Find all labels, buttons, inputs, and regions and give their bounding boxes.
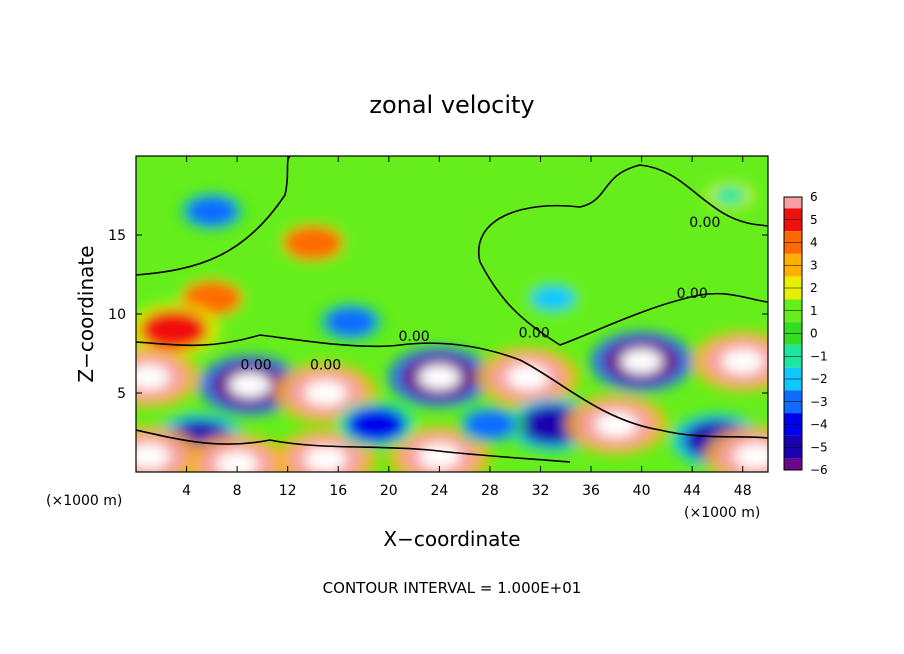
x-tick-label: 4 bbox=[182, 483, 191, 499]
velocity-feature bbox=[388, 346, 491, 408]
colorbar-segment bbox=[784, 265, 802, 277]
colorbar-segment bbox=[784, 219, 802, 232]
x-unit-label-right: (×1000 m) bbox=[684, 505, 760, 521]
velocity-feature bbox=[136, 425, 200, 472]
velocity-feature bbox=[476, 346, 580, 408]
velocity-field bbox=[136, 181, 768, 472]
colorbar-tick-label: −6 bbox=[810, 463, 828, 477]
x-axis-label: X−coordinate bbox=[383, 527, 520, 551]
zero-contours bbox=[136, 156, 768, 463]
colorbar-segment bbox=[784, 390, 802, 402]
colorbar-segment bbox=[784, 413, 802, 425]
x-tick-label: 24 bbox=[430, 483, 448, 499]
x-tick-label: 44 bbox=[683, 483, 701, 499]
y-axis-ticks: 5 10 15 bbox=[108, 228, 768, 402]
velocity-feature bbox=[565, 394, 668, 455]
x-tick-label: 40 bbox=[633, 483, 651, 499]
colorbar-segment bbox=[784, 208, 802, 220]
zero-contour-right-lobe bbox=[477, 164, 768, 263]
x-tick-label: 32 bbox=[532, 483, 550, 499]
colorbar-segment bbox=[784, 310, 802, 323]
contour-label: 0.00 bbox=[398, 329, 429, 345]
velocity-feature bbox=[335, 400, 417, 449]
colorbar-tick-label: 1 bbox=[810, 304, 818, 318]
colorbar-segment bbox=[784, 197, 802, 209]
x-unit-label-left: (×1000 m) bbox=[46, 493, 122, 509]
x-axis-ticks: 4 8 12 16 20 24 28 32 36 40 44 48 bbox=[182, 156, 752, 499]
x-tick-label: 36 bbox=[582, 483, 600, 499]
contour-label: 0.00 bbox=[310, 357, 341, 373]
velocity-feature bbox=[705, 181, 755, 210]
y-tick-label: 15 bbox=[108, 228, 126, 244]
colorbar-tick-label: 6 bbox=[810, 190, 818, 204]
zero-contour-band bbox=[136, 334, 768, 439]
colorbar-segment bbox=[784, 288, 802, 300]
colorbar-segment bbox=[784, 299, 802, 311]
contour-label: 0.00 bbox=[240, 357, 271, 373]
contour-label: 0.00 bbox=[677, 286, 708, 302]
chart-title: zonal velocity bbox=[369, 91, 534, 119]
x-tick-label: 16 bbox=[329, 483, 347, 499]
colorbar-segment bbox=[784, 231, 802, 243]
velocity-feature bbox=[198, 354, 302, 416]
colorbar-segment bbox=[784, 435, 802, 448]
contour-interval-note: CONTOUR INTERVAL = 1.000E+01 bbox=[323, 579, 582, 597]
velocity-feature bbox=[590, 331, 693, 392]
colorbar-segment bbox=[784, 253, 802, 266]
y-tick-label: 10 bbox=[108, 307, 126, 323]
contour-label: 0.00 bbox=[689, 215, 720, 231]
colorbar-tick-label: 2 bbox=[810, 281, 818, 295]
colorbar-tick-label: −4 bbox=[810, 418, 828, 432]
colorbar-segment bbox=[784, 367, 802, 379]
colorbar-tick-label: 0 bbox=[810, 327, 818, 341]
colorbar-segment bbox=[784, 447, 802, 459]
colorbar-segment bbox=[784, 356, 802, 368]
colorbar-tick-label: −1 bbox=[810, 349, 828, 363]
zero-contour-lower bbox=[136, 429, 571, 463]
velocity-feature bbox=[454, 404, 526, 446]
x-tick-label: 20 bbox=[380, 483, 398, 499]
plot-area: 0.000.000.000.000.000.00 4 8 12 16 20 24 28 32 3… bbox=[108, 155, 769, 499]
x-tick-label: 12 bbox=[279, 483, 297, 499]
velocity-feature bbox=[315, 301, 386, 343]
zero-contour-upper bbox=[136, 156, 291, 276]
x-tick-label: 8 bbox=[233, 483, 242, 499]
colorbar-tick-label: 3 bbox=[810, 258, 818, 272]
y-axis-label: Z−coordinate bbox=[74, 245, 98, 382]
velocity-feature bbox=[523, 280, 583, 316]
colorbar-tick-label: −5 bbox=[810, 440, 828, 454]
x-tick-label: 28 bbox=[481, 483, 499, 499]
colorbar-tick-label: −2 bbox=[810, 372, 828, 386]
colorbar-segment bbox=[784, 322, 802, 334]
velocity-feature bbox=[136, 346, 200, 408]
colorbar-segment bbox=[784, 276, 802, 288]
velocity-feature bbox=[176, 190, 247, 232]
colorbar-segment bbox=[784, 424, 802, 436]
zero-contour-mid bbox=[479, 261, 768, 346]
colorbar-segment bbox=[784, 401, 802, 414]
velocity-feature bbox=[272, 219, 354, 267]
contour-labels: 0.00 0.00 0.00 0.00 0.00 0.00 bbox=[240, 215, 720, 373]
colorbar-tick-label: 5 bbox=[810, 213, 818, 227]
colorbar-segment bbox=[784, 458, 802, 470]
velocity-feature bbox=[691, 331, 768, 392]
contour-label: 0.00 bbox=[519, 326, 550, 342]
y-tick-label: 5 bbox=[117, 386, 126, 402]
colorbar-tick-label: −3 bbox=[810, 395, 828, 409]
colorbar-segment bbox=[784, 379, 802, 391]
x-tick-label: 48 bbox=[734, 483, 752, 499]
colorbar-segment bbox=[784, 242, 802, 254]
colorbar: 6 5 4 3 2 1 0 −1 −2 −3 −4 −5 −6 bbox=[783, 190, 828, 477]
colorbar-tick-label: 4 bbox=[810, 236, 818, 250]
colorbar-segment bbox=[784, 333, 802, 345]
colorbar-segment bbox=[784, 344, 802, 357]
